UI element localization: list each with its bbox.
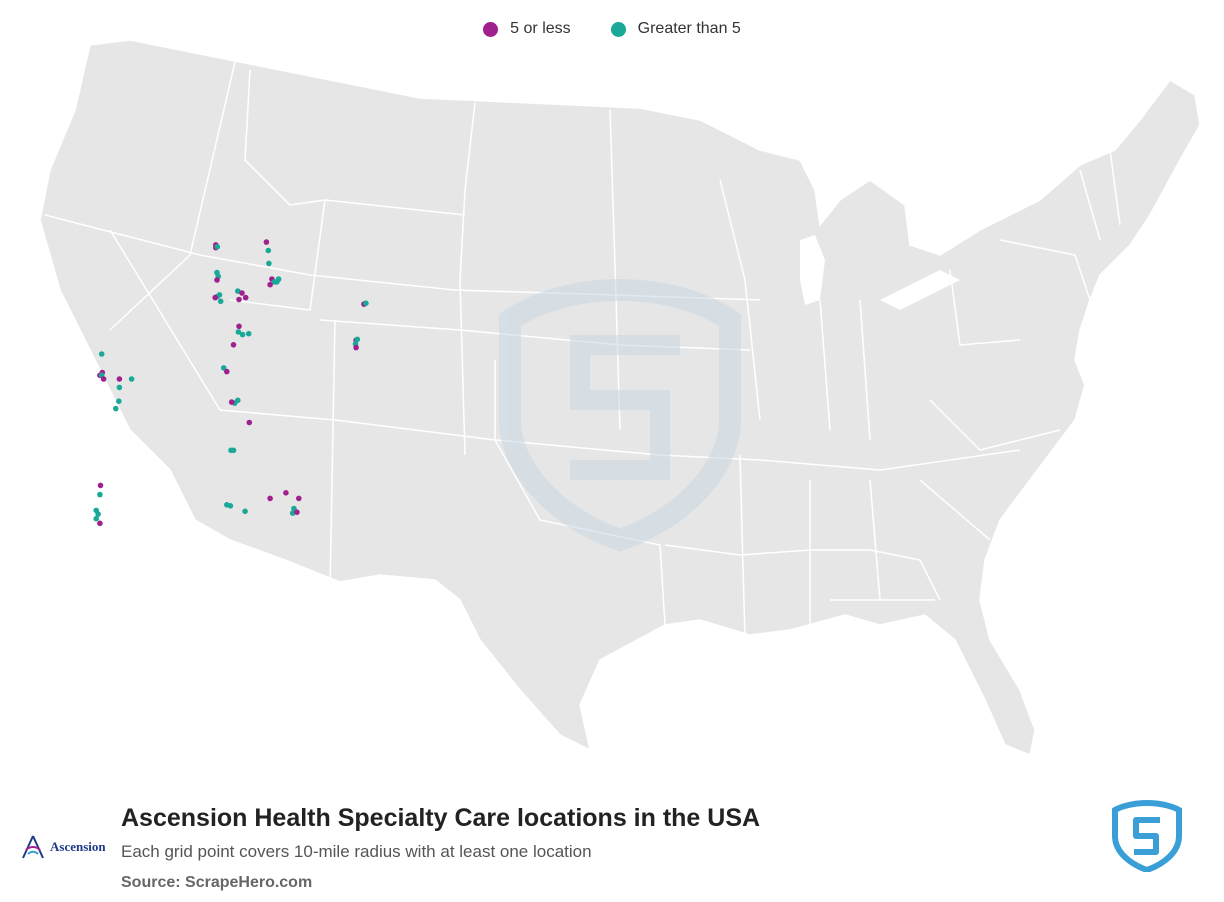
location-point bbox=[220, 365, 227, 371]
map-source: Source: ScrapeHero.com bbox=[121, 874, 313, 891]
location-point bbox=[294, 509, 300, 515]
location-points bbox=[93, 239, 369, 527]
location-point bbox=[214, 244, 221, 250]
location-point bbox=[214, 277, 220, 283]
legend-label-high: Greater than 5 bbox=[637, 20, 741, 37]
location-point bbox=[354, 336, 361, 343]
location-point bbox=[267, 495, 273, 502]
location-point bbox=[230, 342, 237, 348]
location-point bbox=[93, 515, 99, 522]
location-point bbox=[113, 405, 119, 412]
usa-map bbox=[39, 39, 1201, 757]
location-point bbox=[128, 376, 135, 382]
scrapehero-watermark bbox=[499, 278, 741, 552]
location-point bbox=[291, 505, 297, 512]
location-point bbox=[236, 296, 242, 303]
location-point bbox=[239, 290, 245, 296]
location-point bbox=[265, 247, 272, 254]
location-point bbox=[239, 331, 246, 338]
map-title: Ascension Health Specialty Care location… bbox=[121, 804, 761, 832]
location-point bbox=[116, 384, 123, 391]
location-point bbox=[224, 368, 230, 375]
location-point bbox=[97, 520, 103, 527]
location-point bbox=[246, 419, 253, 426]
location-point bbox=[116, 376, 123, 382]
location-point bbox=[242, 508, 248, 515]
location-point bbox=[230, 447, 237, 454]
legend-dot-high bbox=[610, 21, 626, 37]
lake-erie bbox=[880, 270, 960, 310]
location-point bbox=[228, 399, 235, 405]
location-point bbox=[100, 376, 107, 382]
location-point bbox=[283, 490, 289, 496]
legend-item-high: Greater than 5 bbox=[610, 20, 741, 38]
location-point bbox=[212, 294, 218, 301]
location-point bbox=[98, 351, 105, 357]
legend-item-low: 5 or less bbox=[483, 20, 571, 38]
ascension-logo-icon bbox=[22, 835, 44, 859]
location-point bbox=[263, 239, 270, 245]
location-point bbox=[353, 344, 359, 351]
location-point bbox=[266, 260, 272, 267]
location-point bbox=[116, 398, 122, 405]
location-point bbox=[235, 288, 241, 294]
legend-dot-low bbox=[483, 21, 499, 37]
location-point bbox=[289, 510, 296, 516]
location-point bbox=[217, 298, 224, 305]
ascension-logo: Ascension bbox=[20, 834, 106, 860]
location-point bbox=[97, 482, 104, 489]
location-point bbox=[236, 323, 242, 330]
legend-label-low: 5 or less bbox=[510, 20, 571, 37]
map-subtitle: Each grid point covers 10-mile radius wi… bbox=[121, 842, 592, 861]
location-point bbox=[267, 281, 273, 288]
location-point bbox=[275, 276, 282, 282]
location-point bbox=[242, 294, 249, 301]
location-point bbox=[95, 511, 101, 517]
location-point bbox=[227, 503, 234, 509]
scrapehero-logo-icon bbox=[1112, 800, 1182, 872]
ascension-logo-text: Ascension bbox=[50, 839, 106, 854]
location-point bbox=[363, 300, 369, 307]
location-point bbox=[245, 330, 252, 337]
location-point bbox=[296, 495, 302, 502]
lake-michigan-shore bbox=[800, 235, 825, 305]
legend: 5 or less Greater than 5 bbox=[0, 20, 1224, 38]
location-point bbox=[97, 491, 103, 498]
location-point bbox=[235, 329, 242, 335]
